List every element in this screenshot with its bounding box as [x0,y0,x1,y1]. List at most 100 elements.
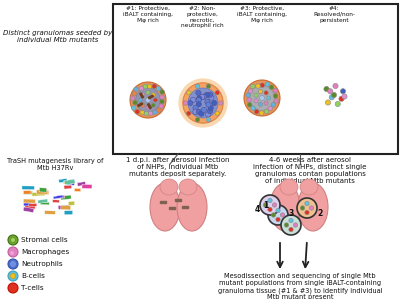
Bar [63,181,72,184]
Circle shape [186,111,191,115]
Circle shape [206,84,211,89]
Circle shape [289,218,293,223]
Circle shape [206,112,211,117]
Circle shape [146,91,150,95]
Bar [77,181,86,186]
Bar [32,192,45,196]
Bar [24,203,31,206]
Circle shape [195,84,200,89]
Text: Macrophages: Macrophages [21,249,69,255]
Circle shape [273,89,278,93]
Bar [29,203,37,207]
Circle shape [196,96,202,101]
Circle shape [260,83,264,88]
Bar [53,195,63,199]
Circle shape [141,93,145,97]
Bar [38,199,48,204]
Circle shape [264,91,268,95]
Circle shape [141,103,145,107]
Bar [37,190,48,194]
Text: 1 d.p.i. after aerosol infection
of NHPs, individual Mtb
mutants deposit separat: 1 d.p.i. after aerosol infection of NHPs… [126,157,230,177]
Circle shape [207,109,213,114]
Bar [60,195,71,200]
Bar [23,207,34,213]
Bar [68,201,75,206]
Circle shape [138,98,143,102]
Circle shape [8,283,18,293]
Bar [140,93,144,98]
Bar [182,206,188,208]
Circle shape [324,86,329,91]
Circle shape [335,101,340,107]
Text: #4:
Resolved/non-
persistent: #4: Resolved/non- persistent [313,6,355,23]
Bar [22,186,34,190]
Circle shape [160,90,164,94]
Text: 4: 4 [254,205,260,214]
Circle shape [8,247,18,257]
Text: #2: Non-
protective,
necrotic,
neutrophil rich: #2: Non- protective, necrotic, neutrophi… [181,6,223,28]
Circle shape [178,78,228,128]
Bar [74,188,81,192]
Circle shape [300,206,305,210]
Circle shape [264,101,268,105]
Circle shape [266,96,271,100]
Circle shape [305,210,309,215]
Circle shape [248,89,253,93]
Circle shape [133,100,137,105]
Bar [58,195,65,199]
Circle shape [146,105,150,109]
Circle shape [160,99,164,104]
Circle shape [188,100,193,106]
Text: 1: 1 [263,201,269,210]
Text: TraSH mutagenesis library of
Mtb H37Rv: TraSH mutagenesis library of Mtb H37Rv [7,158,103,171]
Circle shape [276,208,280,213]
Circle shape [260,195,280,215]
Bar [148,95,154,99]
Circle shape [215,91,220,95]
Text: #3: Protective,
iBALT containing,
Mφ rich: #3: Protective, iBALT containing, Mφ ric… [237,6,287,23]
Circle shape [331,92,337,98]
Text: 2: 2 [317,208,323,217]
Circle shape [10,261,16,267]
Circle shape [132,106,136,110]
Bar [24,191,33,195]
Circle shape [206,118,211,122]
Circle shape [271,213,276,217]
Ellipse shape [150,183,180,231]
Circle shape [244,80,280,116]
Bar [64,185,72,189]
Circle shape [339,96,344,101]
Circle shape [259,111,264,115]
Circle shape [8,235,18,245]
Circle shape [201,107,207,112]
Circle shape [130,82,166,118]
Circle shape [342,94,347,99]
Circle shape [10,237,16,242]
Circle shape [280,213,285,217]
Bar [82,184,92,189]
Bar [113,4,398,154]
Text: B-cells: B-cells [21,273,45,279]
Bar [40,202,49,205]
Circle shape [250,84,255,89]
Text: Distinct granulomas seeded by
individual Mtb mutants: Distinct granulomas seeded by individual… [3,30,112,43]
Bar [175,199,181,201]
Circle shape [188,88,218,118]
Circle shape [333,83,338,89]
Text: Mesodissection and sequencing of single Mtb
mutant populations from single iBALT: Mesodissection and sequencing of single … [218,273,382,299]
Circle shape [151,93,155,97]
Circle shape [183,101,188,105]
Circle shape [140,110,144,115]
Circle shape [274,99,279,103]
Circle shape [193,109,198,115]
Ellipse shape [160,179,178,195]
Bar [64,210,73,215]
Circle shape [199,111,204,116]
Circle shape [151,103,155,107]
Circle shape [8,271,18,281]
Circle shape [276,217,280,222]
Text: #1: Protective,
iBALT containing,
Mφ rich: #1: Protective, iBALT containing, Mφ ric… [123,6,173,23]
Circle shape [148,111,153,116]
Circle shape [264,109,269,114]
Circle shape [268,205,288,225]
